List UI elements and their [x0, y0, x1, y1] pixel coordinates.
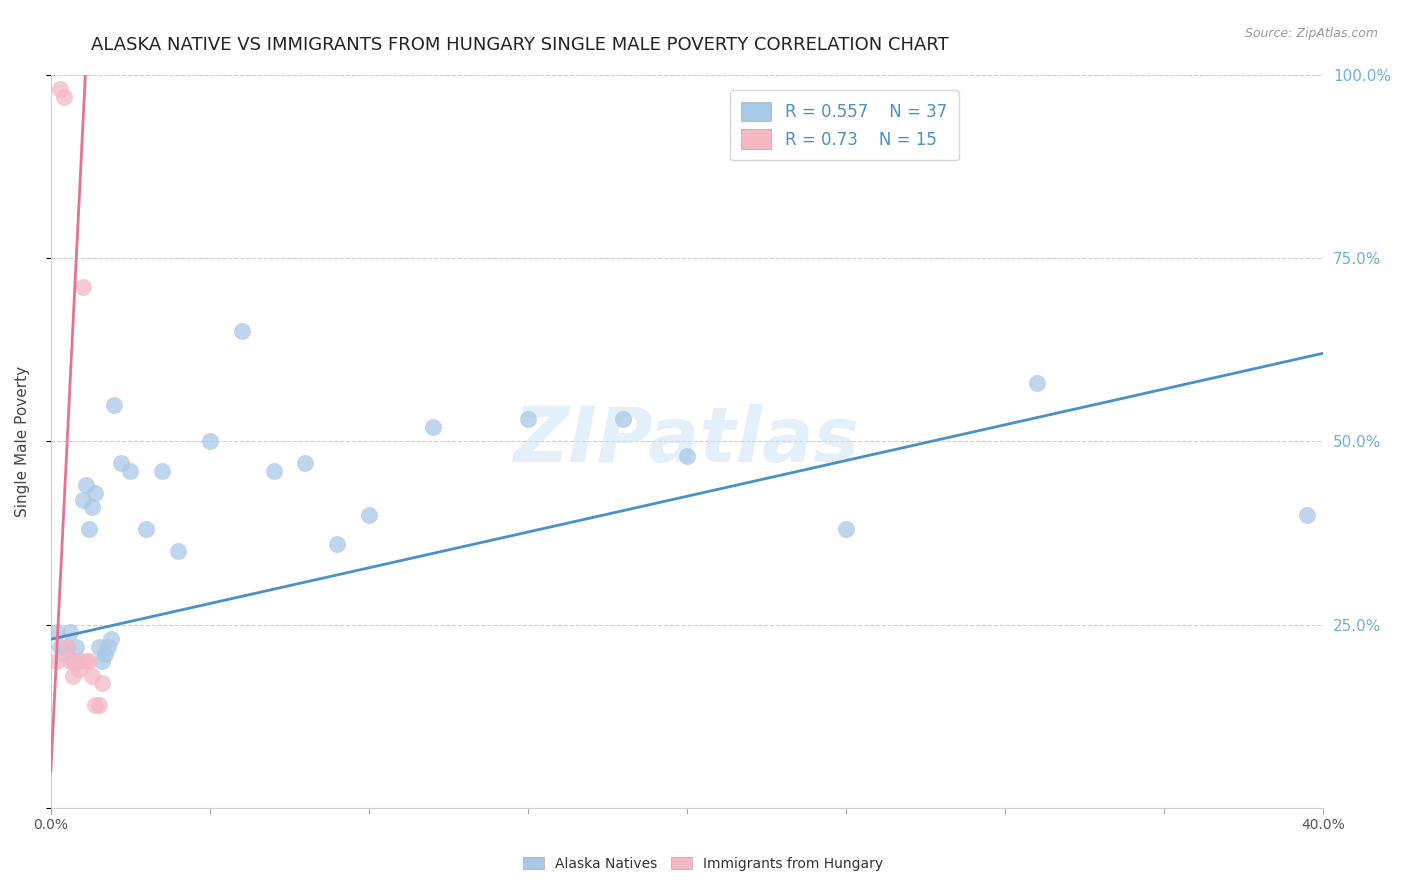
Point [517, 412, 540, 426]
Point [87, 640, 110, 654]
Point [55, 640, 77, 654]
Point [1026, 376, 1049, 390]
Point [1296, 508, 1319, 522]
Point [231, 324, 253, 338]
Point [82, 669, 104, 683]
Point [87, 698, 110, 713]
Point [150, 464, 173, 478]
Point [326, 537, 349, 551]
Point [135, 522, 157, 536]
Point [676, 449, 699, 463]
Point [52, 647, 75, 661]
Point [90, 654, 112, 668]
Point [52, 89, 75, 103]
Point [75, 654, 97, 668]
Point [294, 456, 316, 470]
Point [120, 464, 142, 478]
Point [263, 464, 285, 478]
Point [100, 632, 122, 647]
Point [612, 412, 634, 426]
Point [49, 640, 72, 654]
Legend: Alaska Natives, Immigrants from Hungary: Alaska Natives, Immigrants from Hungary [517, 851, 889, 876]
Point [59, 624, 82, 639]
Point [69, 662, 91, 676]
Point [55, 640, 77, 654]
Point [94, 647, 117, 661]
Y-axis label: Single Male Poverty: Single Male Poverty [15, 366, 30, 516]
Point [84, 698, 107, 713]
Point [65, 640, 87, 654]
Point [62, 669, 84, 683]
Point [198, 434, 221, 449]
Point [103, 398, 125, 412]
Point [422, 419, 444, 434]
Point [75, 478, 97, 492]
Text: ZIPatlas: ZIPatlas [515, 404, 860, 478]
Legend: R = 0.557    N = 37, R = 0.73    N = 15: R = 0.557 N = 37, R = 0.73 N = 15 [730, 90, 959, 161]
Point [77, 522, 100, 536]
Point [72, 280, 94, 294]
Point [49, 82, 72, 96]
Point [46, 624, 69, 639]
Point [69, 654, 91, 668]
Point [167, 544, 190, 558]
Point [46, 654, 69, 668]
Point [84, 485, 107, 500]
Point [835, 522, 858, 536]
Point [77, 654, 100, 668]
Point [82, 500, 104, 515]
Point [62, 654, 84, 668]
Point [72, 492, 94, 507]
Point [90, 676, 112, 690]
Point [59, 654, 82, 668]
Point [65, 654, 87, 668]
Point [110, 456, 132, 470]
Point [97, 640, 120, 654]
Point [357, 508, 380, 522]
Text: Source: ZipAtlas.com: Source: ZipAtlas.com [1244, 27, 1378, 40]
Text: ALASKA NATIVE VS IMMIGRANTS FROM HUNGARY SINGLE MALE POVERTY CORRELATION CHART: ALASKA NATIVE VS IMMIGRANTS FROM HUNGARY… [91, 36, 949, 54]
